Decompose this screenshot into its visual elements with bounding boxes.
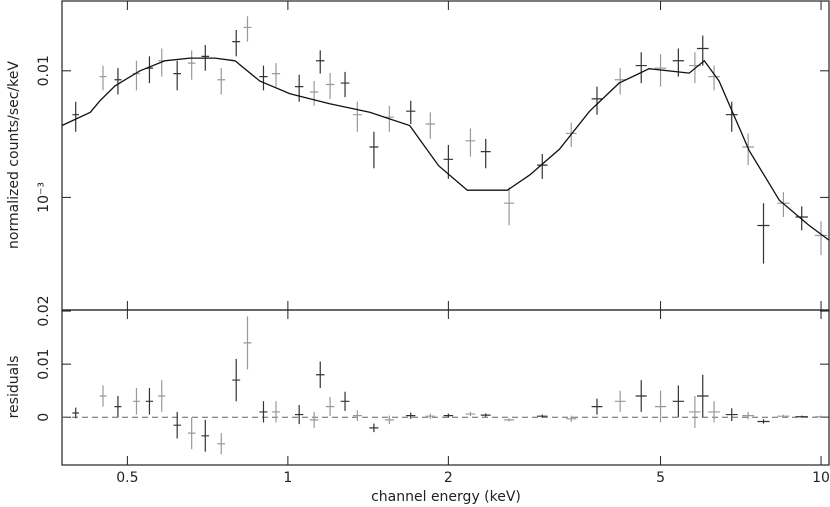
data-point: [232, 30, 241, 57]
y-tick-label: 0.02: [36, 295, 52, 326]
data-point: [294, 74, 304, 102]
data-point: [114, 395, 122, 418]
x-axis-label: channel energy (keV): [371, 489, 521, 505]
data-point: [504, 418, 515, 422]
data-point: [537, 154, 548, 179]
data-point: [158, 380, 166, 412]
data-point: [271, 401, 281, 423]
data-point: [315, 50, 325, 74]
data-point: [72, 101, 80, 132]
data-point: [340, 391, 350, 411]
data-point: [352, 101, 362, 132]
y-axis-label: residuals: [6, 356, 22, 419]
data-point: [689, 395, 701, 428]
data-point: [814, 415, 828, 418]
data-point: [201, 419, 210, 452]
x-tick-label: 5: [656, 470, 665, 486]
plot-frame: [61, 309, 830, 466]
y-axis-label: normalized counts/sec/keV: [6, 61, 22, 249]
data-point: [537, 414, 548, 418]
plot-frame: [61, 0, 830, 311]
data-point: [243, 16, 252, 42]
data-point: [795, 415, 808, 418]
data-point: [672, 385, 685, 418]
y-tick-label: 0.01: [36, 349, 52, 380]
data-point: [340, 71, 350, 98]
data-point: [708, 401, 720, 423]
data-point: [271, 63, 281, 87]
data-point: [757, 419, 770, 424]
data-point: [72, 407, 80, 419]
data-point: [425, 413, 436, 419]
data-point: [591, 398, 603, 415]
data-point: [325, 73, 335, 99]
data-point: [99, 385, 107, 407]
data-point: [725, 101, 738, 132]
data-point: [465, 411, 476, 417]
data-point: [795, 206, 808, 231]
data-point: [635, 380, 647, 412]
data-point: [406, 412, 416, 419]
data-point: [309, 411, 319, 428]
data-point: [742, 411, 755, 420]
data-point: [814, 221, 828, 256]
data-point: [696, 374, 709, 418]
data-point: [173, 411, 181, 439]
data-point: [384, 415, 394, 425]
data-point: [315, 361, 325, 389]
data-point: [259, 65, 268, 91]
data-point: [187, 50, 196, 80]
x-tick-label: 10: [812, 470, 830, 486]
data-point: [708, 65, 720, 91]
data-point: [217, 68, 226, 95]
data-point: [325, 397, 335, 417]
data-point: [145, 56, 154, 84]
data-point: [777, 192, 790, 218]
data-point: [425, 112, 436, 139]
data-point: [132, 60, 141, 91]
data-point: [259, 401, 268, 423]
data-point: [132, 388, 141, 415]
data-point: [99, 65, 107, 91]
data-point: [654, 390, 667, 423]
data-point: [187, 417, 196, 450]
data-point: [232, 358, 241, 402]
data-point: [614, 390, 626, 412]
data-point: [173, 60, 181, 91]
data-point: [369, 423, 379, 433]
data-point: [309, 81, 319, 106]
data-point: [777, 414, 790, 418]
y-tick-label: 0.01: [36, 55, 52, 86]
data-point: [480, 138, 491, 169]
data-point: [406, 100, 416, 125]
data-point: [614, 68, 626, 95]
data-point: [217, 433, 226, 455]
data-point: [635, 52, 647, 84]
data-point: [145, 388, 154, 415]
y-tick-label: 0: [36, 413, 52, 422]
data-point: [696, 35, 709, 66]
data-point: [504, 187, 515, 226]
data-point: [352, 410, 362, 421]
y-tick-label: 10⁻³: [36, 182, 52, 213]
x-tick-label: 1: [283, 470, 292, 486]
data-point: [443, 413, 454, 418]
data-point: [725, 408, 738, 421]
data-point: [465, 128, 476, 157]
data-point: [757, 203, 770, 264]
model-line: [61, 57, 830, 241]
x-tick-label: 0.5: [116, 470, 138, 486]
data-point: [565, 415, 577, 423]
x-tick-label: 2: [444, 470, 453, 486]
data-point: [369, 131, 379, 169]
data-point: [294, 405, 304, 425]
data-point: [114, 68, 122, 95]
data-point: [591, 86, 603, 115]
data-point: [243, 316, 252, 370]
data-point: [480, 413, 491, 417]
